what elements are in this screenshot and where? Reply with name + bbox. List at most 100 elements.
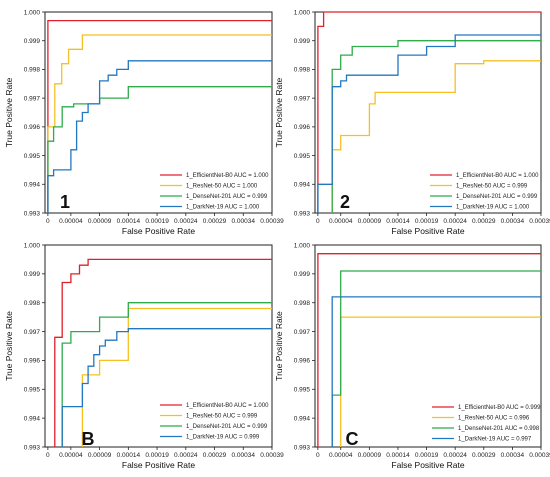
x-tick-label: 0.00019 [415,452,439,459]
roc-curve-4 [47,60,272,213]
roc-curve-1 [54,258,272,447]
x-tick-label: 0 [46,218,50,225]
x-tick-label: 0.00009 [88,218,112,225]
x-tick-label: 0.00014 [117,452,141,459]
y-tick-label: 0.996 [294,124,311,131]
y-axis-label: True Positive Rate [274,311,284,381]
legend-entry: 1_DarkNet-19 AUC = 1.000 [186,205,260,211]
plot-frame [44,244,273,448]
y-tick-label: 0.997 [294,329,311,336]
x-tick-label: 0.00029 [472,218,496,225]
legend-entry: 1_DenseNet-201 AUC = 0.999 [456,194,538,200]
panel-label: C [346,429,359,449]
x-tick-label: 0.00004 [59,218,83,225]
x-tick-label: 0.00009 [88,452,112,459]
legend-entry: 1_DenseNet-201 AUC = 0.998 [458,426,540,432]
y-tick-label: 0.997 [24,329,41,336]
panel-label: B [82,429,95,449]
x-tick-label: 0.00024 [443,218,467,225]
y-tick-label: 0.999 [294,271,311,278]
y-tick-label: 0.997 [24,95,41,102]
legend-entry: 1_EfficientNet-B0 AUC = 1.000 [456,173,539,179]
y-tick-label: 0.994 [294,182,311,189]
legend-entry: 1_DarkNet-19 AUC = 1.000 [456,205,530,211]
x-tick-label: 0.00014 [117,218,141,225]
roc-curve-3 [331,40,541,213]
panel-label: 2 [340,192,350,212]
y-tick-label: 0.995 [24,387,41,394]
x-tick-label: 0.00039 [260,218,284,225]
roc-curve-1 [317,11,541,213]
y-tick-label: 0.993 [294,210,311,217]
x-tick-label: 0.00029 [203,452,227,459]
y-tick-label: 0.995 [294,153,311,160]
x-tick-label: 0.00024 [174,452,198,459]
roc-curve-2 [47,34,272,213]
y-tick-label: 0.998 [294,300,311,307]
roc-curve-3 [61,302,272,447]
y-axis-label: True Positive Rate [274,77,284,147]
y-tick-label: 0.993 [24,444,41,451]
x-tick-label: 0.00029 [203,218,227,225]
legend-entry: 1_ResNet-50 AUC = 1.000 [186,184,258,190]
x-tick-label: 0 [316,218,320,225]
roc-panel-2: 0.993 0.994 0.995 0.996 0.997 0.998 0.999 1.000… [274,9,550,236]
x-tick-label: 0.00004 [329,452,353,459]
x-tick-label: 0.00034 [232,218,256,225]
x-axis-label: False Positive Rate [391,226,464,236]
x-tick-label: 0.00024 [443,452,467,459]
legend-entry: 1_EfficientNet-B0 AUC = 1.000 [186,173,269,179]
legend-entry: 1_ResNet-50 AUC = 0.999 [456,184,528,190]
y-tick-label: 0.998 [294,67,311,74]
y-axis-label: True Positive Rate [4,311,14,381]
y-tick-label: 0.998 [24,300,41,307]
y-tick-label: 0.995 [24,153,41,160]
roc-curve-4 [317,34,541,213]
legend-entry: 1_EfficientNet-B0 AUC = 1.000 [186,403,269,409]
x-tick-label: 0.00014 [386,218,410,225]
roc-curve-4 [61,328,272,447]
x-tick-label: 0 [316,452,320,459]
y-tick-label: 0.994 [24,182,41,189]
roc-panel-3: 0.993 0.994 0.995 0.996 0.997 0.998 0.999 1.000… [4,242,284,470]
x-tick-label: 0.00039 [529,218,550,225]
y-tick-label: 0.999 [294,38,311,45]
plot-frame [314,244,542,448]
roc-panel-4: 0.993 0.994 0.995 0.996 0.997 0.998 0.999 1.000… [274,242,550,470]
y-tick-label: 1.000 [24,242,41,249]
legend-entry: 1_DenseNet-201 AUC = 0.999 [186,194,268,200]
roc-curve-4 [331,296,541,447]
legend-entry: 1_ResNet-50 AUC = 0.999 [186,414,258,420]
x-tick-label: 0.00019 [145,218,169,225]
y-tick-label: 0.995 [294,387,311,394]
roc-panel-1: 0.993 0.994 0.995 0.996 0.997 0.998 0.999 1.000… [4,9,284,236]
x-tick-label: 0.00004 [59,452,83,459]
x-tick-label: 0.00029 [472,452,496,459]
x-tick-label: 0.00034 [501,218,525,225]
y-axis-label: True Positive Rate [4,77,14,147]
legend-entry: 1_ResNet-50 AUC = 0.996 [458,416,530,422]
x-axis-label: False Positive Rate [122,460,195,470]
plot-frame [44,11,273,214]
x-axis-label: False Positive Rate [391,460,464,470]
y-tick-label: 0.993 [24,210,41,217]
y-tick-label: 0.999 [24,38,41,45]
legend-entry: 1_DarkNet-19 AUC = 0.999 [186,435,260,441]
roc-curve-1 [317,253,541,447]
x-tick-label: 0.00034 [501,452,525,459]
x-axis-label: False Positive Rate [122,226,195,236]
y-tick-label: 0.994 [24,415,41,422]
legend-entry: 1_EfficientNet-B0 AUC = 0.999 [458,405,541,411]
y-tick-label: 1.000 [294,9,311,16]
y-tick-label: 0.998 [24,67,41,74]
panel-label: 1 [60,192,70,212]
x-tick-label: 0 [46,452,50,459]
y-tick-label: 1.000 [294,242,311,249]
y-tick-label: 1.000 [24,9,41,16]
x-tick-label: 0.00019 [145,452,169,459]
x-tick-label: 0.00039 [260,452,284,459]
y-tick-label: 0.996 [294,358,311,365]
y-tick-label: 0.993 [294,444,311,451]
roc-curve-3 [47,86,272,213]
